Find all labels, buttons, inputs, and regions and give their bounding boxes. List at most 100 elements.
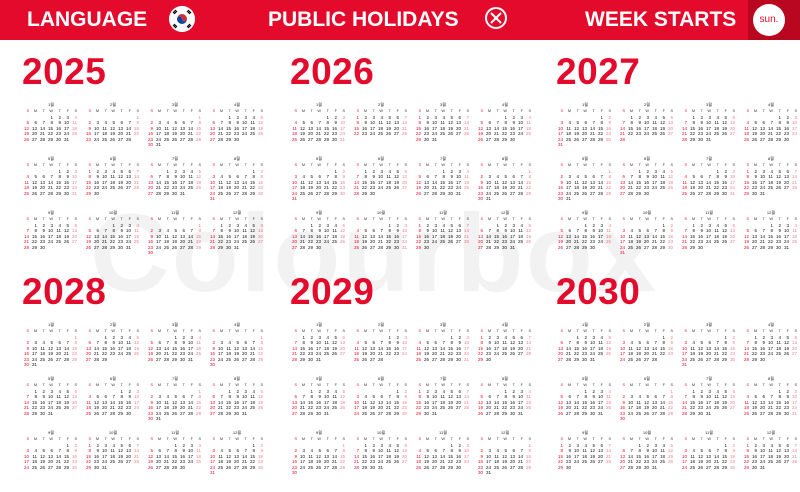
day-cell: 27 [509,464,515,470]
day-cell: 6 [592,174,595,179]
day-cell: 1 [34,222,37,228]
day-cell: 8 [120,394,123,399]
day-cell: 19 [689,185,695,190]
day-cell: 8 [104,340,107,345]
day-grid: S M T W T F S 1 2 3 4 5 6 7 8 9 10 11 12 13 14 15 16 17 18 19 20 21… [208,437,264,476]
day-cell: 24 [431,405,437,410]
day-cell: 11 [332,228,337,233]
day-cell: 24 [241,405,247,410]
day-cell: 10 [63,120,69,125]
day-cell: 17 [101,179,107,185]
day-cell: 21 [187,131,193,136]
south-korea-flag-icon[interactable] [169,6,195,32]
day-cell: 25 [353,244,359,250]
close-circle-icon[interactable] [485,7,507,29]
day-cell: 7 [684,394,687,399]
day-cell: 30 [93,190,99,196]
day-cell: 4 [198,334,201,340]
day-cell: 16 [291,459,297,464]
year-block-2028: 2028 1월 S M T W T F S 1 2 3 4 5 6 7 8 9 10 11 12 13 14 15 16 17 18… [22,272,268,490]
day-cell: 14 [651,345,657,351]
day-cell: 20 [291,405,297,410]
weekday-header: T [496,109,499,113]
day-cell: 7 [794,168,797,174]
day-cell: 20 [241,351,247,356]
weekday-header: S [198,163,201,167]
day-cell: 3 [220,340,223,345]
day-cell: 12 [447,394,453,399]
day-cell: 21 [767,405,773,410]
day-cell: 5 [418,174,421,179]
day-cell: 17 [565,185,571,190]
month-calendar: 5월 S M T W T F S 1 2 3 4 5 6 7 8 9 10 11 12 13 14 15 16 17 18 19 20… [290,376,348,426]
month-name: 3월 [172,102,178,107]
weekday-header: S [794,217,797,221]
weekday-header: F [396,329,399,333]
year-title: 2025 [22,51,107,92]
weekday-header: F [66,109,69,113]
day-cell: 3 [128,222,131,228]
weekday-header: T [326,163,329,167]
weekday-header: F [600,163,603,167]
day-cell: 4 [746,120,749,125]
month-name: 3월 [440,322,446,327]
day-cell: 23 [307,351,313,356]
day-grid: S M T W T F S 1 2 3 4 5 6 7 8 9 10 11 12 13 14 15 16 17 18 19 20 21… [742,329,798,362]
day-cell: 16 [697,233,703,239]
day-cell: 25 [743,410,749,416]
week-start-button[interactable]: sun. [748,0,800,40]
day-cell: 1 [252,442,255,448]
day-cell: 31 [339,136,345,142]
day-cell: 9 [700,394,703,399]
day-cell: 25 [101,136,107,142]
day-cell: 22 [307,405,313,410]
day-cell: 29 [217,244,223,250]
weekday-header: T [778,437,781,441]
day-cell: 19 [315,459,321,464]
day-cell: 6 [622,174,625,179]
day-cell: 16 [393,233,399,239]
day-cell: 5 [198,168,201,174]
day-cell: 19 [393,179,399,185]
day-cell: 28 [249,356,255,362]
day-cell: 8 [584,394,587,399]
day-cell: 16 [179,453,185,459]
day-cell: 18 [517,233,523,239]
day-cell: 30 [401,410,407,416]
weekday-header: T [120,217,123,221]
weekday-header: M [487,109,491,113]
weekday-header: W [441,383,445,387]
day-cell: 30 [233,410,239,416]
day-cell: 10 [759,174,765,179]
weekday-header: T [326,383,329,387]
day-cell: 14 [517,453,523,459]
day-cell: 25 [163,410,169,416]
day-cell: 30 [557,196,563,201]
month-name: 10월 [642,430,652,435]
day-cell: 11 [416,345,421,351]
day-cell: 6 [520,334,523,340]
weekday-header: S [528,437,531,441]
weekday-header: M [95,163,99,167]
day-cell: 17 [463,345,469,351]
day-cell: 1 [724,334,727,340]
day-cell: 14 [217,399,223,405]
weekday-header: F [252,109,255,113]
weekday-header: T [762,437,765,441]
month-name: 11월 [705,430,713,435]
day-cell: 6 [794,334,797,340]
day-cell: 17 [619,351,625,356]
day-cell: 27 [455,405,461,410]
day-cell: 28 [681,410,687,416]
day-cell: 14 [597,179,603,185]
day-cell: 15 [133,125,139,131]
day-cell: 27 [233,464,239,470]
day-cell: 24 [299,464,305,470]
weekday-header: T [638,163,641,167]
day-cell: 7 [762,228,765,233]
day-cell: 23 [697,405,703,410]
day-cell: 6 [34,120,37,125]
month-name: 7월 [440,156,446,161]
weekday-header: F [128,329,131,333]
day-cell: 6 [560,340,563,345]
